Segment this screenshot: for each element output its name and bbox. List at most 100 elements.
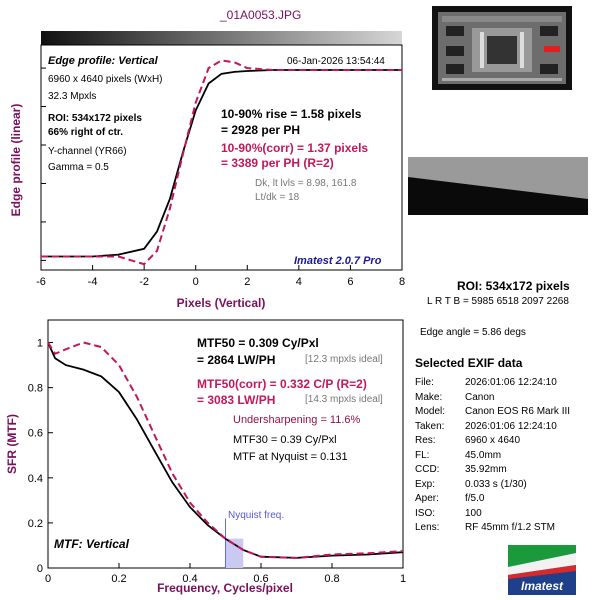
mtf-y-tick-label: 0	[37, 563, 43, 575]
test-chart-thumbnail	[432, 6, 572, 90]
logo-text: Imatest	[521, 579, 564, 593]
mtf50-value: MTF50 = 0.309 Cy/Pxl	[197, 336, 319, 350]
roi-position: 66% right of ctr.	[48, 127, 124, 138]
mtf-chart: 00.20.40.60.81 0 0.2 0.4 0.6 0.8 1 SFR (MTF) …	[5, 319, 406, 595]
gamma-info: Gamma = 0.5	[48, 162, 109, 173]
rise-per-ph: = 2928 per PH	[221, 123, 301, 137]
mtf-at-nyquist: MTF at Nyquist = 0.131	[233, 451, 348, 463]
mtf-xlabel: Frequency, Cycles/pixel	[157, 581, 293, 595]
mtf50-ideal: [12.3 mpxls ideal]	[305, 354, 383, 365]
exif-key: Taken:	[415, 420, 445, 432]
undersharpening: Undersharpening = 11.6%	[233, 414, 361, 426]
mtf-x-tick-label: 0.8	[324, 573, 339, 585]
mtf-y-tick-label: 0.2	[28, 518, 43, 530]
roi-title: ROI: 534x172 pixels	[457, 279, 570, 293]
edge-measured-series	[41, 69, 402, 258]
edge-profile-chart: -6 -4 -2 0 2 4 6 8 Edge profile (linear) Pixels…	[9, 31, 405, 310]
rise-corr-per-ph: = 3389 per PH (R=2)	[221, 156, 334, 170]
mtf-x-tick-label: 1	[400, 573, 406, 585]
mtf-ylabel: SFR (MTF)	[5, 414, 19, 474]
edge-profile-label: Edge profile: Vertical	[48, 55, 158, 67]
exif-value: 2026:01:06 12:24:10	[465, 420, 557, 432]
exif-row: Res: 6960 x 4640	[415, 435, 520, 446]
imatest-logo: Imatest	[508, 545, 576, 595]
mtf-x-tick-label: 0.2	[111, 573, 126, 585]
roi-coordinates: L R T B = 5985 6518 2097 2268	[427, 296, 569, 307]
mtf-x-tick-label: 0.4	[182, 573, 197, 585]
edge-x-tick-label: 0	[193, 276, 199, 288]
roi-crop-image	[408, 157, 588, 215]
channel-info: Y-channel (YR66)	[48, 146, 127, 157]
exif-value: 6960 x 4640	[465, 435, 521, 446]
exif-row: File: 2026:01:06 12:24:10	[415, 377, 557, 388]
imatest-version: Imatest 2.0.7 Pro	[294, 255, 382, 267]
exif-value: 2026:01:06 12:24:10	[465, 377, 557, 388]
mtf-mode-label: MTF: Vertical	[54, 537, 129, 551]
nyquist-region	[225, 538, 244, 568]
mtf50-corr-value: MTF50(corr) = 0.332 C/P (R=2)	[197, 377, 367, 391]
edge-timestamp: 06-Jan-2026 13:54:44	[287, 56, 385, 67]
edge-x-tick-label: 6	[347, 276, 353, 288]
exif-value: 35.92mm	[465, 464, 507, 475]
mtf-y-tick-label: 0.8	[28, 383, 43, 395]
exif-value: Canon EOS R6 Mark III	[465, 406, 571, 417]
image-dimensions: 6960 x 4640 pixels (WxH)	[48, 74, 163, 85]
exif-row: Model: Canon EOS R6 Mark III	[415, 406, 570, 417]
mtf50-corr-lwph: = 3083 LW/PH	[197, 393, 276, 407]
exif-key: Exp:	[415, 478, 436, 490]
exif-value: RF 45mm f/1.2 STM	[465, 522, 556, 533]
edge-corrected-series	[41, 59, 402, 266]
exif-key: File:	[415, 377, 434, 388]
mtf-x-tick-label: 0.6	[253, 573, 268, 585]
exif-row: FL: 45.0mm	[415, 450, 501, 461]
exif-key: Aper:	[415, 493, 439, 504]
exif-row: Make: Canon	[415, 392, 494, 403]
edge-x-tick-label: 2	[244, 276, 250, 288]
light-dark-ratio: Lt/dk = 18	[255, 192, 300, 203]
exif-key: Lens:	[415, 522, 440, 533]
exif-heading: Selected EXIF data	[415, 356, 523, 370]
edge-ylabel: Edge profile (linear)	[9, 104, 23, 217]
edge-x-tick-label: 4	[296, 276, 302, 288]
edge-angle: Edge angle = 5.86 degs	[420, 327, 526, 338]
exif-key: ISO:	[415, 507, 436, 519]
mtf-x-tick-label: 0	[45, 573, 51, 585]
exif-row: ISO: 100	[415, 508, 482, 519]
exif-row: CCD: 35.92mm	[415, 464, 507, 475]
dark-light-levels: Dk, lt lvls = 8.98, 161.8	[255, 178, 357, 189]
image-megapixels: 32.3 Mpxls	[48, 91, 97, 102]
mtf50-lwph: = 2864 LW/PH	[197, 353, 276, 367]
exif-value: 100	[465, 507, 482, 519]
exif-row: Aper: f/5.0	[415, 493, 484, 504]
exif-row: Exp: 0.033 s (1/30)	[415, 479, 527, 490]
exif-value: f/5.0	[465, 493, 485, 504]
mtf-y-tick-label: 0.4	[28, 473, 43, 485]
rise-corr-text: 10-90%(corr) = 1.37 pixels	[221, 141, 369, 155]
edge-gradient-bar	[41, 31, 402, 45]
exif-key: FL:	[415, 449, 430, 461]
edge-x-tick-label: 8	[399, 276, 405, 288]
nyquist-label: Nyquist freq.	[228, 510, 285, 521]
mtf-y-tick-label: 1	[37, 338, 43, 350]
rise-text: 10-90% rise = 1.58 pixels	[221, 107, 362, 121]
edge-x-tick-label: -2	[139, 276, 149, 288]
file-title: _01A0053.JPG	[220, 8, 302, 22]
edge-x-tick-label: -6	[36, 276, 46, 288]
mtf-y-tick-label: 0.6	[28, 428, 43, 440]
edge-xlabel: Pixels (Vertical)	[177, 296, 266, 310]
exif-key: Res:	[415, 435, 436, 446]
mtf30-value: MTF30 = 0.39 Cy/Pxl	[233, 434, 337, 446]
exif-row: Lens: RF 45mm f/1.2 STM	[415, 522, 555, 533]
exif-key: Make:	[415, 391, 443, 403]
roi-size: ROI: 534x172 pixels	[48, 113, 142, 124]
exif-value: 0.033 s (1/30)	[465, 478, 527, 490]
exif-key: CCD:	[415, 464, 440, 475]
edge-plot-frame	[40, 44, 403, 271]
mtf50-corr-ideal: [14.3 mpxls ideal]	[305, 394, 383, 405]
exif-value: Canon	[465, 391, 495, 403]
mtf-corrected-series	[47, 341, 404, 559]
exif-key: Model:	[415, 406, 446, 417]
exif-value: 45.0mm	[465, 449, 502, 461]
exif-row: Taken: 2026:01:06 12:24:10	[415, 421, 557, 432]
edge-x-tick-label: -4	[88, 276, 98, 288]
